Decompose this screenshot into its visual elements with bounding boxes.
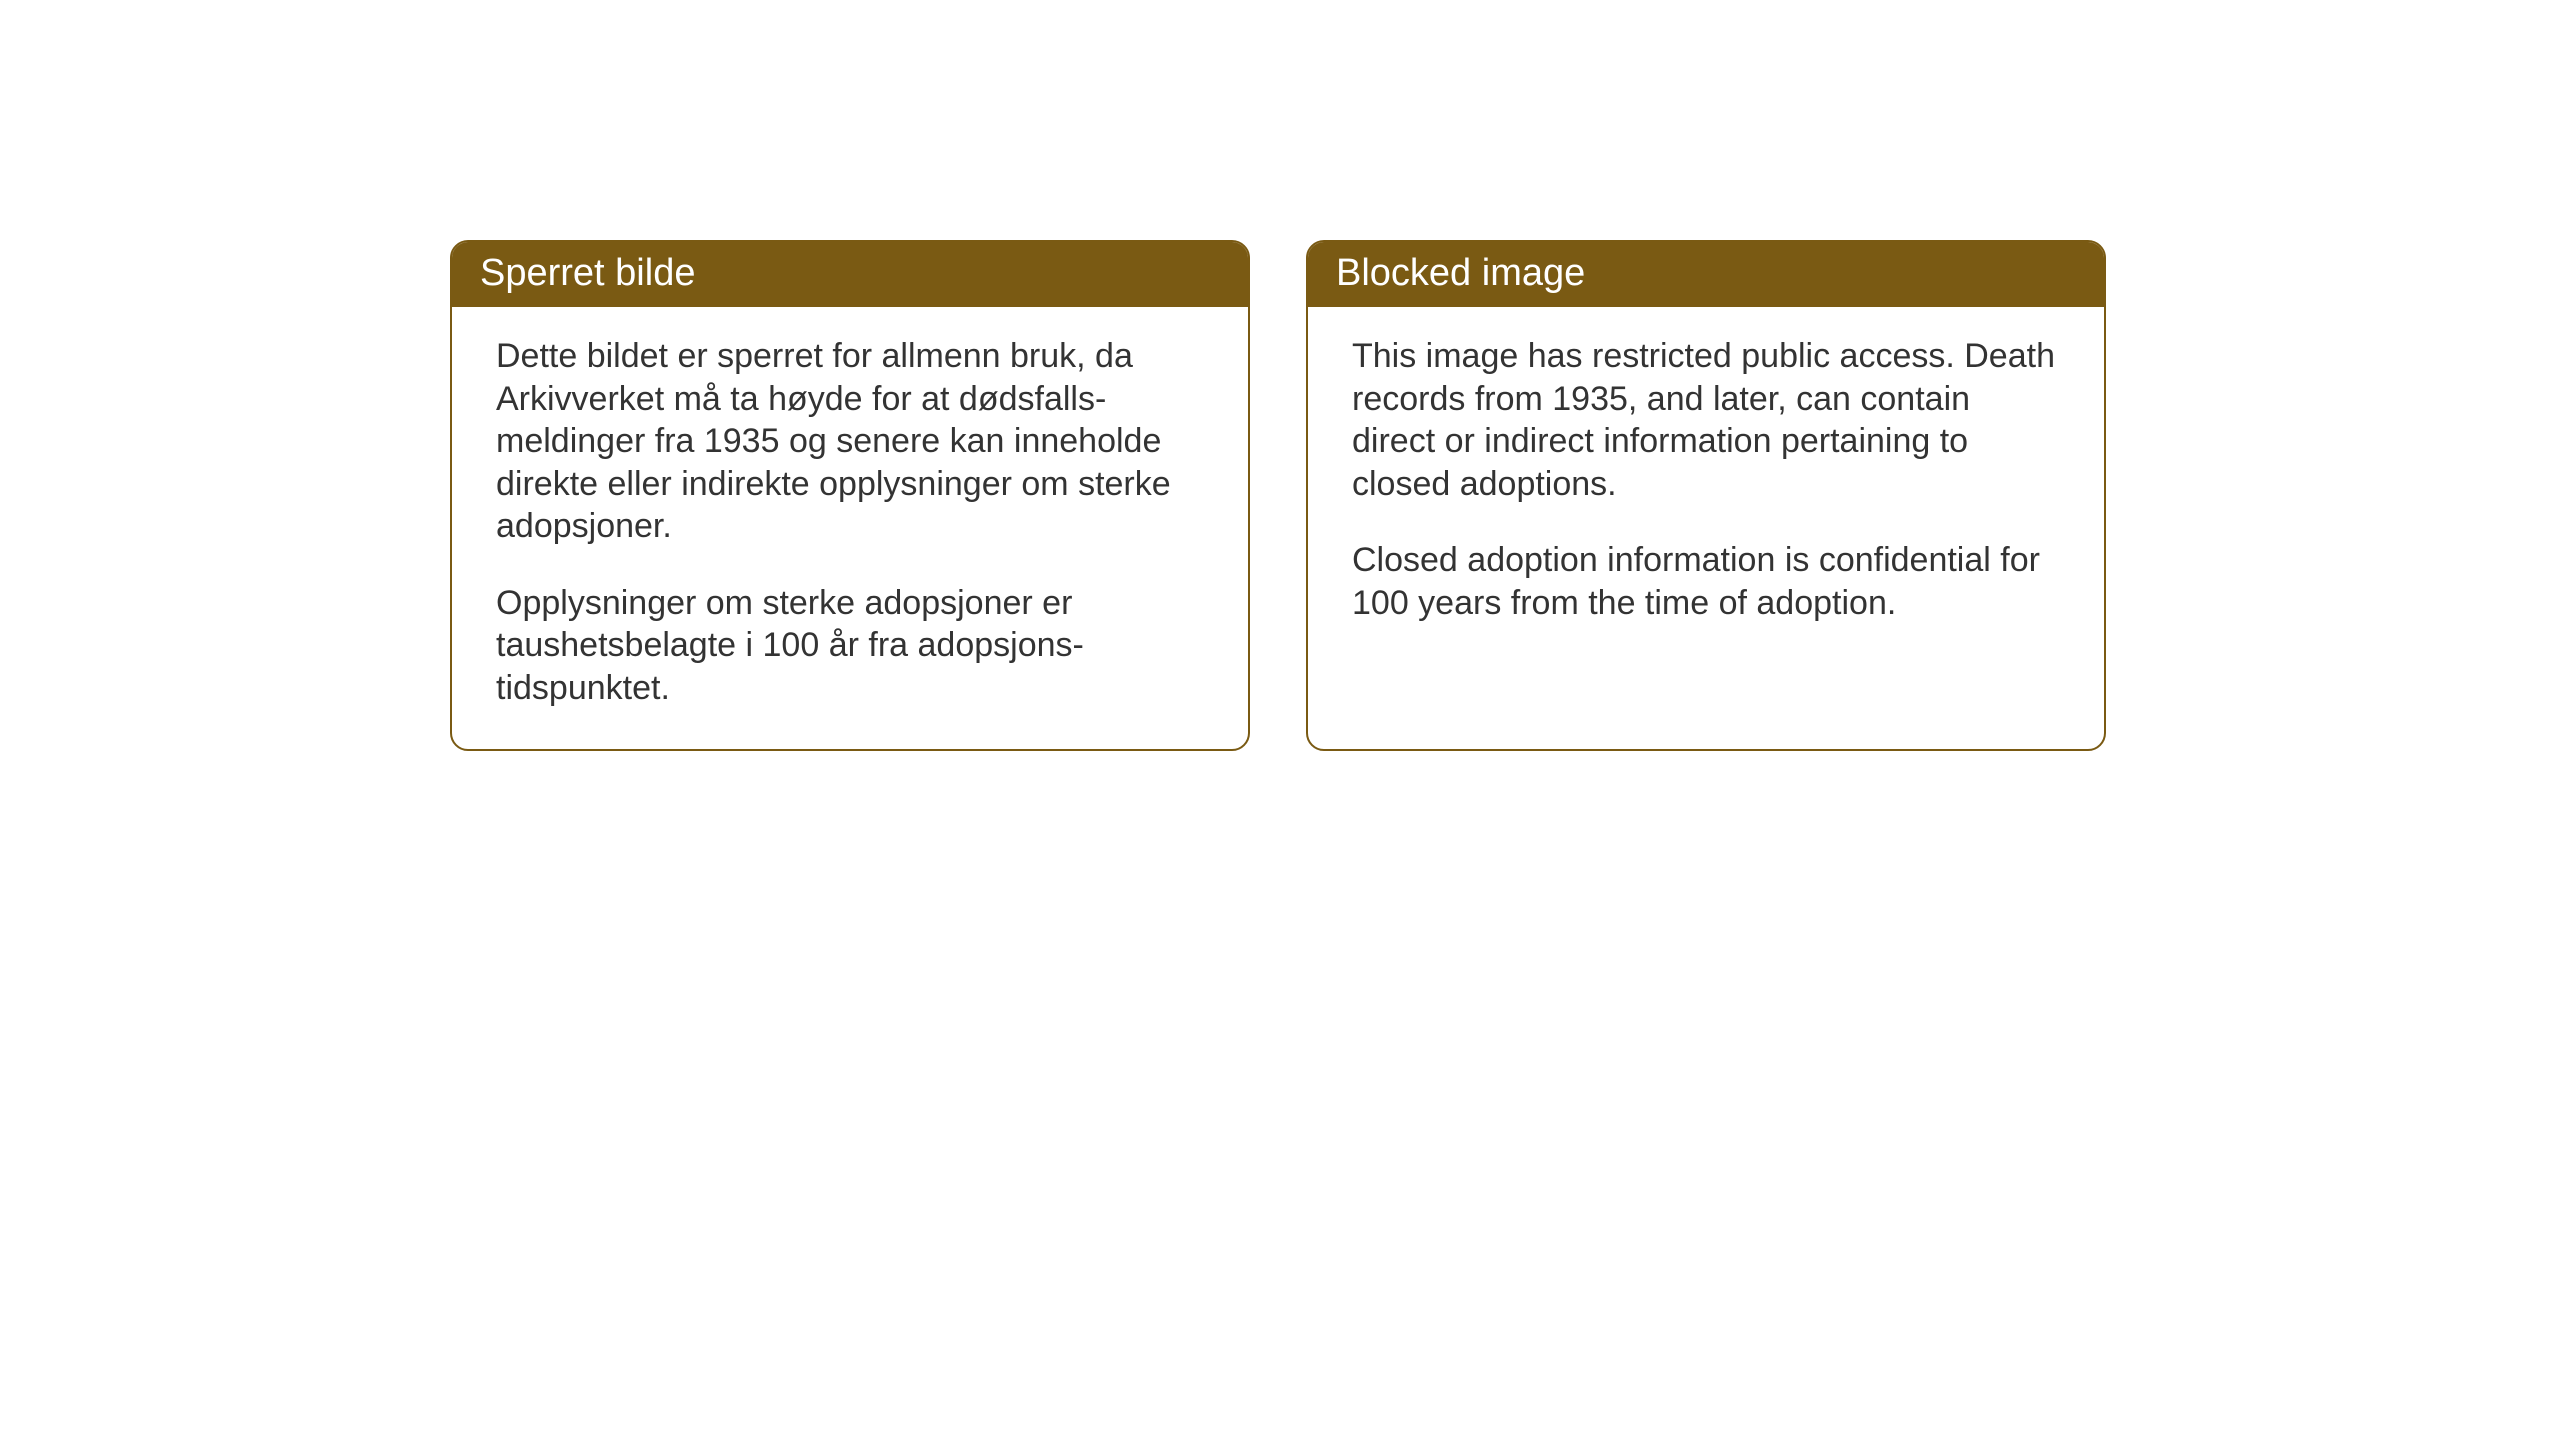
notice-header-norwegian: Sperret bilde: [452, 242, 1248, 307]
notice-paragraph: Dette bildet er sperret for allmenn bruk…: [496, 335, 1204, 548]
notice-paragraph: Closed adoption information is confident…: [1352, 539, 2060, 624]
notice-paragraph: This image has restricted public access.…: [1352, 335, 2060, 505]
notice-box-english: Blocked image This image has restricted …: [1306, 240, 2106, 751]
notice-paragraph: Opplysninger om sterke adopsjoner er tau…: [496, 582, 1204, 710]
notice-header-english: Blocked image: [1308, 242, 2104, 307]
notice-container: Sperret bilde Dette bildet er sperret fo…: [450, 240, 2106, 751]
notice-body-english: This image has restricted public access.…: [1308, 307, 2104, 723]
notice-body-norwegian: Dette bildet er sperret for allmenn bruk…: [452, 307, 1248, 749]
notice-box-norwegian: Sperret bilde Dette bildet er sperret fo…: [450, 240, 1250, 751]
